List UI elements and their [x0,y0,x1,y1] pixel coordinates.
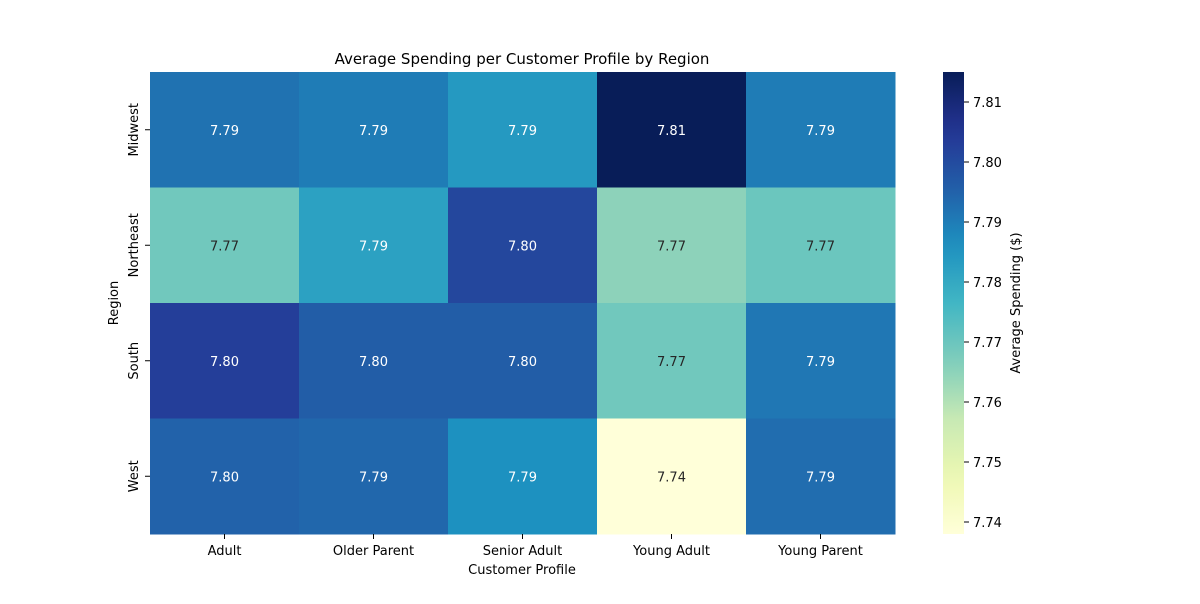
cell-value-label: 7.79 [210,124,239,139]
heatmap-cell [448,72,598,188]
colorbar-tick-label: 7.80 [973,156,1002,171]
x-axis: Adult Older Parent Senior Adult Young Adult… [208,534,863,559]
y-axis: Midwest Northeast South West [127,103,150,492]
cell-value-label: 7.79 [359,239,388,254]
heatmap-cell [597,303,747,419]
x-tick-label: Young Parent [777,544,863,559]
cell-value-label: 7.77 [806,239,835,254]
colorbar-tick-label: 7.74 [973,516,1002,531]
y-tick-label: Midwest [127,103,142,157]
cell-value-label: 7.79 [359,470,388,485]
colorbar-tick-label: 7.76 [973,396,1002,411]
heatmap-cells: 7.79 7.79 7.79 7.81 7.79 7.77 7.79 7.80 7.77 7.77… [150,72,896,535]
heatmap-cell [746,72,896,188]
cell-value-label: 7.80 [508,355,537,370]
cell-value-label: 7.79 [806,124,835,139]
colorbar: 7.74 7.75 7.76 7.77 7.78 7.79 7.80 7.81 [943,72,1002,534]
cell-value-label: 7.77 [657,239,686,254]
cell-value-label: 7.79 [806,470,835,485]
cell-value-label: 7.80 [508,239,537,254]
heatmap-cell [597,72,747,188]
x-axis-label: Customer Profile [468,563,576,578]
colorbar-tick-label: 7.78 [973,276,1002,291]
heatmap-cell [150,187,300,304]
heatmap-cell [150,303,300,419]
cell-value-label: 7.79 [508,124,537,139]
chart-title: Average Spending per Customer Profile by… [335,50,710,68]
heatmap-cell [448,303,598,419]
cell-value-label: 7.79 [508,470,537,485]
colorbar-tick-label: 7.79 [973,216,1002,231]
heatmap-cell [746,303,896,419]
cell-value-label: 7.79 [359,124,388,139]
heatmap-cell [299,187,449,304]
y-tick-label: West [127,460,142,492]
heatmap-cell [299,418,449,535]
heatmap-cell [150,418,300,535]
cell-value-label: 7.80 [210,470,239,485]
cell-value-label: 7.80 [210,355,239,370]
x-tick-label: Older Parent [333,544,414,559]
colorbar-tick-label: 7.75 [973,456,1002,471]
heatmap-cell [448,187,598,304]
colorbar-label: Average Spending ($) [1009,232,1024,373]
cell-value-label: 7.81 [657,124,686,139]
x-tick-label: Senior Adult [483,544,562,559]
cell-value-label: 7.77 [657,355,686,370]
heatmap-cell [597,187,747,304]
y-tick-label: South [127,342,142,380]
cell-value-label: 7.80 [359,355,388,370]
cell-value-label: 7.79 [806,355,835,370]
heatmap-cell [299,72,449,188]
x-tick-label: Adult [208,544,242,559]
heatmap-cell [448,418,598,535]
y-axis-label: Region [107,281,122,326]
x-tick-label: Young Adult [632,544,710,559]
cell-value-label: 7.77 [210,239,239,254]
heatmap-cell [299,303,449,419]
heatmap-cell [746,418,896,535]
heatmap-cell [597,418,747,535]
heatmap-cell [746,187,896,304]
colorbar-gradient [943,72,964,534]
colorbar-tick-label: 7.77 [973,336,1002,351]
colorbar-tick-label: 7.81 [973,96,1002,111]
heatmap-cell [150,72,300,188]
y-tick-label: Northeast [127,213,142,277]
cell-value-label: 7.74 [657,470,686,485]
